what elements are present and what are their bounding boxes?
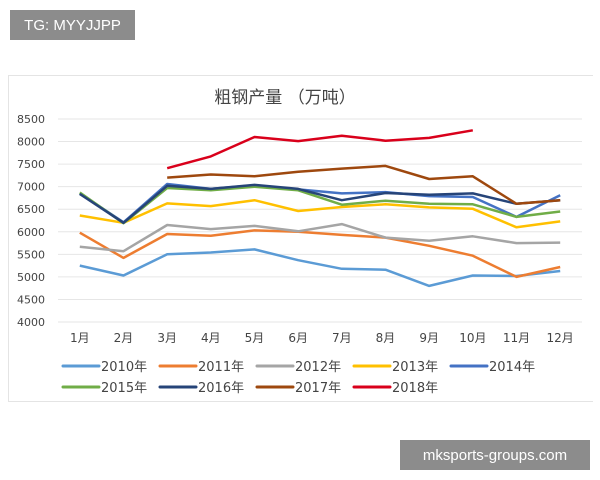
x-tick-label: 2月 — [114, 331, 134, 345]
x-tick-label: 10月 — [459, 331, 486, 345]
x-tick-label: 7月 — [332, 331, 352, 345]
y-tick-label: 4500 — [17, 293, 45, 306]
series-line-2011年 — [79, 229, 561, 279]
y-tick-label: 7500 — [17, 158, 45, 171]
x-tick-label: 4月 — [201, 331, 221, 345]
y-tick-label: 8500 — [17, 113, 45, 126]
y-tick-label: 8000 — [17, 136, 45, 149]
legend-label: 2017年 — [295, 381, 341, 396]
legend-label: 2010年 — [101, 360, 147, 375]
series-line-2012年 — [79, 222, 561, 253]
legend-label: 2011年 — [198, 360, 244, 375]
x-tick-label: 6月 — [288, 331, 308, 345]
x-tick-label: 1月 — [70, 331, 90, 345]
chart-frame — [8, 75, 593, 402]
series-line-2018年 — [166, 129, 474, 170]
series-line-2013年 — [79, 198, 561, 229]
y-tick-label: 5000 — [17, 271, 45, 284]
series-line-2010年 — [79, 248, 561, 288]
series-line-2015年 — [79, 185, 561, 225]
x-tick-label: 3月 — [157, 331, 177, 345]
legend-label: 2013年 — [392, 360, 438, 375]
watermark-bottom-right: mksports-groups.com — [400, 440, 590, 470]
y-tick-label: 6500 — [17, 203, 45, 216]
legend-label: 2015年 — [101, 381, 147, 396]
x-tick-label: 12月 — [547, 331, 574, 345]
legend-label: 2012年 — [295, 360, 341, 375]
chart-title: 粗钢产量 （万吨） — [214, 88, 355, 108]
y-tick-label: 7000 — [17, 181, 45, 194]
y-tick-label: 6000 — [17, 226, 45, 239]
y-tick-label: 5500 — [17, 248, 45, 261]
x-tick-label: 8月 — [376, 331, 396, 345]
legend-label: 2018年 — [392, 381, 438, 396]
legend-label: 2014年 — [489, 360, 535, 375]
x-tick-label: 9月 — [419, 331, 439, 345]
y-tick-label: 4000 — [17, 316, 45, 329]
watermark-top-left: TG: MYYJJPP — [10, 10, 135, 40]
legend-label: 2016年 — [198, 381, 244, 396]
series-line-2017年 — [167, 164, 561, 206]
series-line-2016年 — [79, 183, 561, 225]
x-tick-label: 5月 — [245, 331, 265, 345]
x-tick-label: 11月 — [503, 331, 530, 345]
